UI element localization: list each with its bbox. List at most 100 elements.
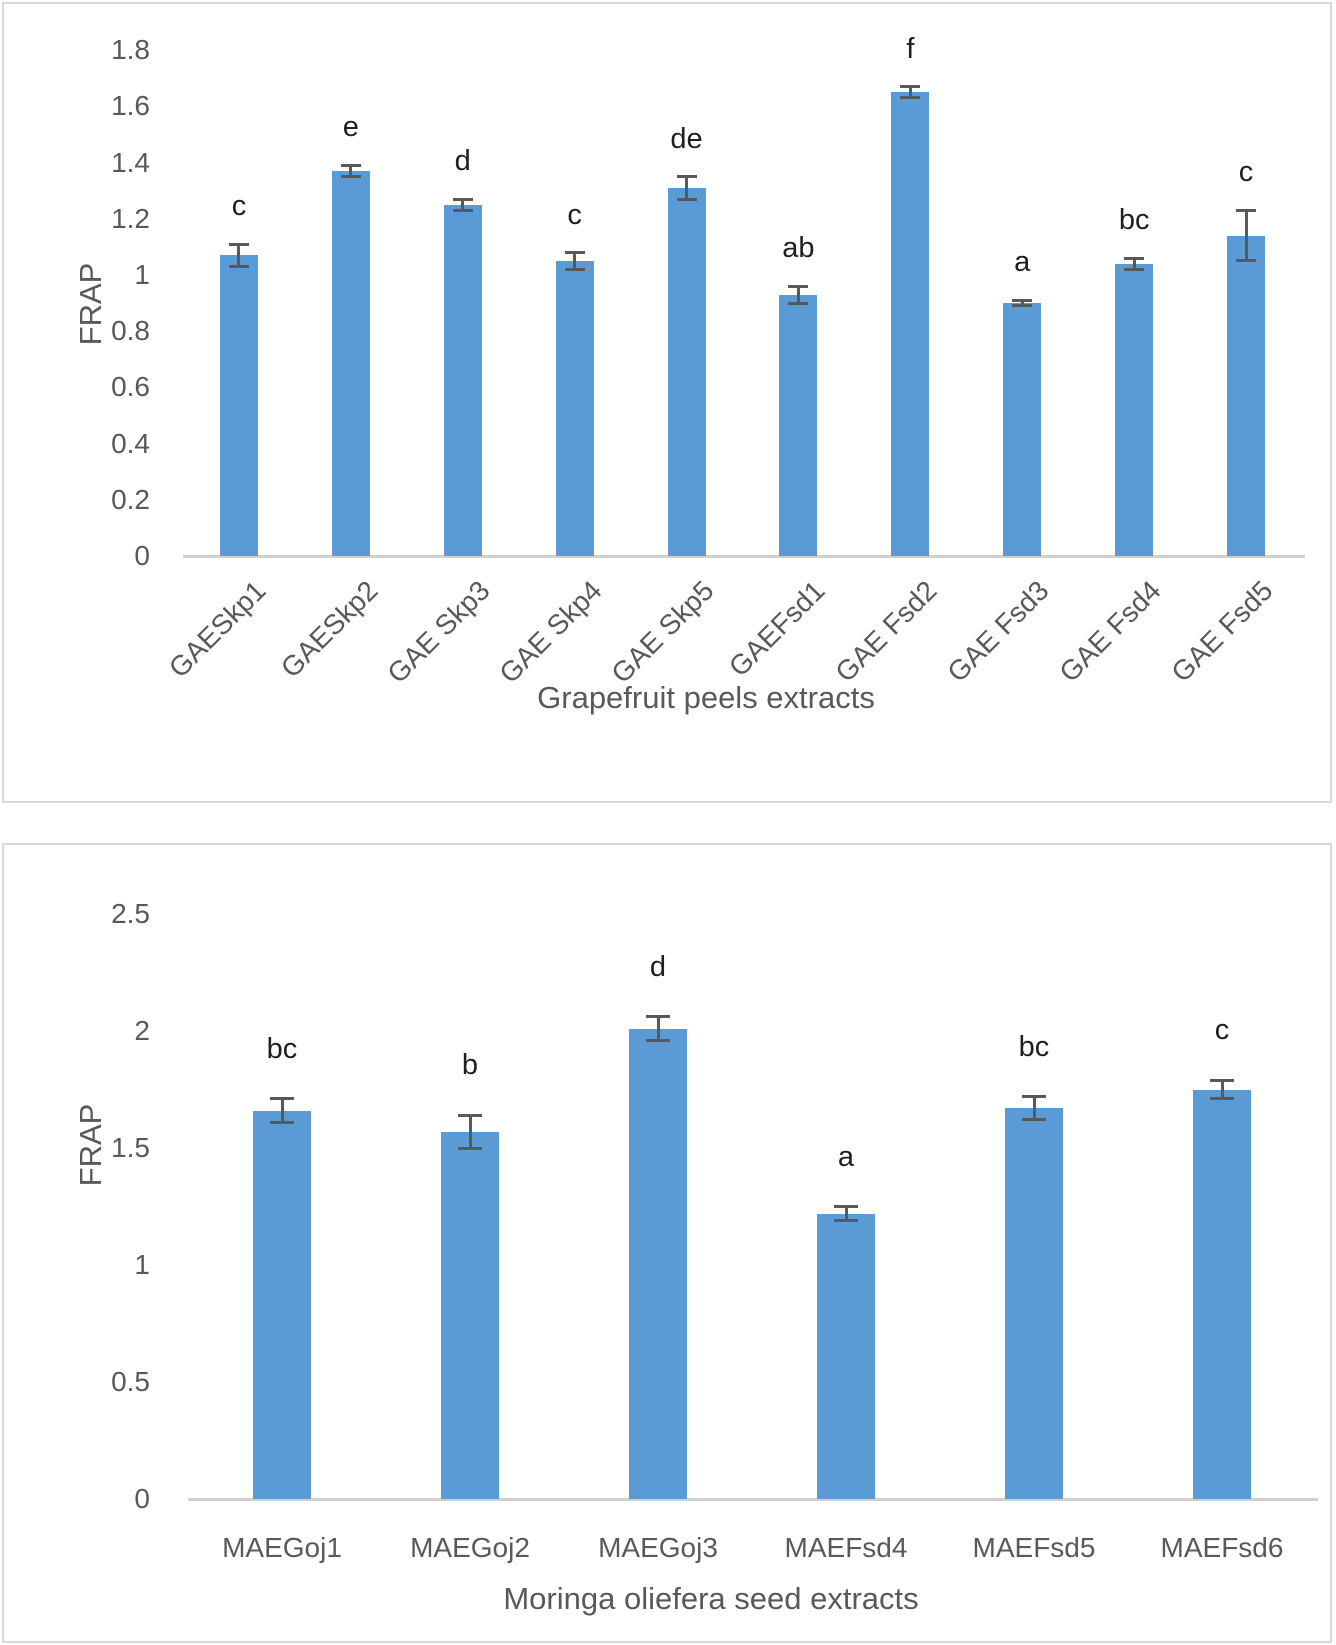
y-tick-label: 0.5 [111, 1366, 150, 1397]
error-bar-line [1220, 1080, 1224, 1099]
error-bar-cap-top [228, 242, 249, 246]
error-bar-cap-top [1022, 1095, 1046, 1099]
x-tick-label: MAEGoj1 [222, 1532, 342, 1563]
error-bar-cap-bottom [1210, 1097, 1234, 1101]
bar-gaeskp1 [219, 255, 258, 556]
x-tick-label: MAEGoj3 [598, 1532, 718, 1563]
significance-letter: c [1238, 156, 1254, 189]
significance-letter: bc [266, 1032, 298, 1065]
error-bar-cap-bottom [834, 1219, 858, 1223]
x-axis-line [188, 1498, 1318, 1501]
error-bar-line [1244, 210, 1248, 261]
error-bar-cap-top [1210, 1078, 1234, 1082]
y-tick-label: 1.8 [111, 34, 150, 66]
x-tick-label: MAEFsd5 [972, 1532, 1096, 1563]
error-bar-line [656, 1016, 660, 1041]
error-bar-cap-bottom [1022, 1118, 1046, 1122]
grapefruit-chart-panel: 0 0.2 0.4 0.6 0.8 1 1.2 1.4 1.6 1.8 FRAP c GAESkp1 e G… [2, 2, 1332, 803]
error-bar-cap-top [564, 251, 585, 255]
error-bar-line [796, 286, 800, 304]
y-tick-label: 2 [134, 1015, 150, 1046]
significance-letter: b [461, 1049, 479, 1082]
y-tick-label: 0.6 [111, 371, 150, 403]
error-bar-cap-top [1012, 298, 1033, 302]
bar-maefsd6 [1193, 1089, 1251, 1499]
y-tick-label: 1.4 [111, 146, 150, 178]
significance-letter: de [670, 122, 703, 155]
error-bar-cap-bottom [1124, 267, 1145, 271]
moringa-chart-panel: 0 0.5 1 1.5 2 2.5 FRAP bc MAEGoj1 b MAEGoj2 d MAEGoj… [2, 843, 1332, 1643]
significance-letter: c [231, 190, 247, 223]
significance-letter: c [567, 198, 582, 231]
error-bar-cap-bottom [900, 96, 921, 100]
y-axis-title: FRAP [73, 262, 108, 346]
error-bar-cap-bottom [452, 208, 473, 212]
y-tick-label: 0 [134, 540, 150, 571]
bar-maefsd4 [817, 1213, 875, 1499]
error-bar-line [1132, 258, 1136, 270]
x-axis-title: Moringa oliefera seed extracts [503, 1581, 919, 1616]
error-bar-line [468, 1115, 472, 1148]
significance-letter: c [1214, 1014, 1230, 1047]
y-tick-label: 1.6 [111, 90, 150, 122]
y-tick-label: 0 [134, 1483, 150, 1514]
y-tick-label: 0.8 [111, 315, 150, 347]
error-bar-line [280, 1098, 284, 1123]
error-bar-cap-bottom [1012, 304, 1033, 308]
significance-letter: a [1014, 246, 1031, 279]
error-bar-cap-bottom [270, 1120, 294, 1124]
error-bar-cap-top [646, 1015, 670, 1019]
y-tick-label: 1.2 [111, 202, 150, 234]
bar-gaeskp2 [331, 171, 370, 556]
significance-letter: d [649, 950, 667, 983]
y-tick-label: 0.2 [111, 483, 150, 515]
significance-letter: bc [1018, 1030, 1050, 1063]
error-bar-line [573, 252, 577, 270]
x-axis-line [183, 555, 1305, 558]
error-bar-cap-top [1236, 208, 1257, 212]
x-tick-label: MAEFsd6 [1160, 1532, 1284, 1563]
error-bar-cap-bottom [340, 175, 361, 179]
error-bar-line [349, 165, 353, 177]
error-bar-cap-bottom [458, 1146, 482, 1150]
error-bar-cap-top [270, 1097, 294, 1101]
error-bar-line [908, 86, 912, 98]
y-tick-label: 0.4 [111, 427, 150, 459]
error-bar-cap-top [1124, 256, 1145, 260]
error-bar-cap-top [676, 175, 697, 179]
error-bar-line [844, 1206, 848, 1221]
bar-gaefsd1 [779, 294, 818, 556]
significance-letter: ab [782, 232, 815, 265]
significance-letter: d [454, 145, 471, 178]
error-bar-cap-bottom [676, 197, 697, 201]
error-bar-cap-top [834, 1205, 858, 1208]
error-bar-cap-bottom [788, 301, 809, 305]
x-tick-label: GAESkp1 [162, 574, 272, 684]
bar-maegoj1 [253, 1110, 311, 1499]
bar-gae-skp3 [443, 204, 482, 556]
bar-maefsd5 [1005, 1108, 1063, 1499]
bar-gae-skp4 [555, 260, 594, 556]
bar-gae-fsd3 [1003, 303, 1042, 556]
error-bar-cap-top [340, 163, 361, 167]
bar-gae-fsd5 [1227, 235, 1266, 556]
error-bar-cap-bottom [564, 267, 585, 271]
error-bar-line [1020, 300, 1024, 306]
y-tick-label: 2.5 [111, 898, 150, 929]
bar-maegoj2 [441, 1131, 499, 1499]
error-bar-cap-bottom [1236, 259, 1257, 263]
x-tick-label: MAEGoj2 [410, 1532, 530, 1563]
significance-letter: bc [1118, 204, 1150, 237]
error-bar-cap-bottom [228, 265, 249, 269]
significance-letter: a [837, 1140, 855, 1173]
error-bar-cap-top [452, 197, 473, 201]
error-bar-line [237, 244, 241, 267]
error-bar-line [1032, 1096, 1036, 1120]
error-bar-cap-bottom [646, 1038, 670, 1042]
x-tick-label: MAEFsd4 [784, 1532, 908, 1563]
x-axis-title: Grapefruit peels extracts [537, 680, 875, 715]
y-tick-label: 1 [134, 259, 150, 290]
error-bar-line [685, 176, 689, 200]
bar-gae-skp5 [667, 187, 706, 556]
bar-maegoj3 [629, 1028, 687, 1499]
